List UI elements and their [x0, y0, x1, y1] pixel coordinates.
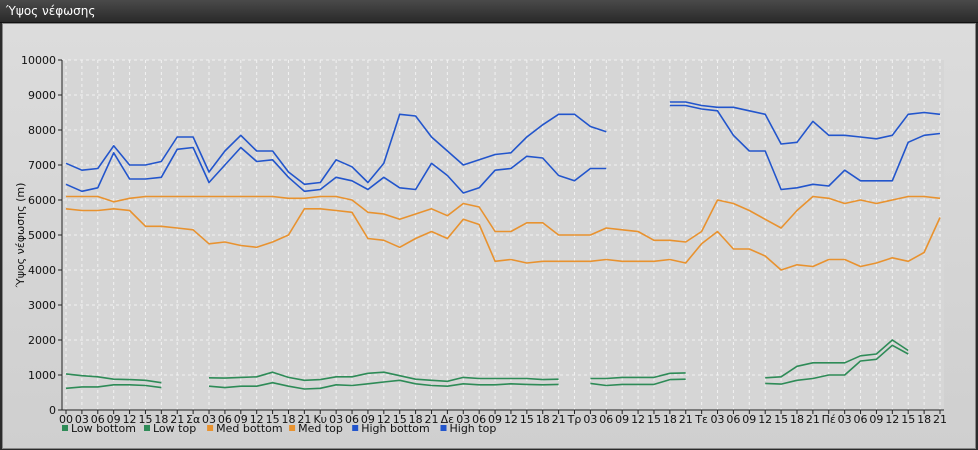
x-tick-label: 03	[583, 413, 597, 426]
x-tick-label: 15	[520, 413, 534, 426]
x-tick-label: 12	[123, 413, 137, 426]
x-tick-label: 03	[329, 413, 343, 426]
y-tick-label: 1000	[28, 369, 56, 382]
x-tick-label: 15	[774, 413, 788, 426]
legend-label: High top	[450, 422, 497, 435]
x-tick-label: 12	[885, 413, 899, 426]
x-tick-label: 15	[266, 413, 280, 426]
x-tick-label: 03	[202, 413, 216, 426]
x-tick-label: 21	[170, 413, 184, 426]
series-line-low-bottom	[65, 383, 162, 390]
x-tick-label: 06	[599, 413, 613, 426]
x-tick-label: 21	[806, 413, 820, 426]
x-tick-label: 06	[726, 413, 740, 426]
x-tick-label: 06	[345, 413, 359, 426]
x-tick-label: 12	[504, 413, 518, 426]
y-tick-label: 3000	[28, 299, 56, 312]
y-tick-label: 6000	[28, 194, 56, 207]
x-tick-label: 09	[234, 413, 248, 426]
series-line-high-top	[669, 101, 941, 145]
x-tick-label: 21	[297, 413, 311, 426]
legend-label: High bottom	[361, 422, 430, 435]
y-tick-label: 2000	[28, 334, 56, 347]
series-line-med-top	[66, 195, 941, 243]
legend-label: Low top	[153, 422, 196, 435]
x-tick-label: 18	[917, 413, 931, 426]
x-tick-label: 09	[742, 413, 756, 426]
y-tick-label: 10000	[21, 54, 56, 67]
x-tick-label: 09	[615, 413, 629, 426]
x-tick-label: 15	[138, 413, 152, 426]
legend-swatch	[62, 425, 68, 431]
x-tick-label: 18	[536, 413, 550, 426]
title-bar: Ύψος νέφωσης	[0, 0, 978, 23]
x-tick-label: 12	[377, 413, 391, 426]
series-line-low-bottom	[208, 379, 559, 390]
series-line-low-top	[208, 371, 559, 383]
x-tick-label: 21	[679, 413, 693, 426]
x-tick-label: 21	[552, 413, 566, 426]
x-tick-label: 06	[854, 413, 868, 426]
legend-label: Low bottom	[71, 422, 136, 435]
x-tick-label: 03	[711, 413, 725, 426]
x-tick-label: 09	[869, 413, 883, 426]
series-line-low-bottom	[590, 378, 686, 387]
y-tick-label: 7000	[28, 159, 56, 172]
legend-label: Med top	[298, 422, 343, 435]
series-line-med-bottom	[65, 208, 941, 271]
x-tick-label: 06	[91, 413, 105, 426]
x-tick-label: 12	[758, 413, 772, 426]
x-tick-label: 09	[488, 413, 502, 426]
x-tick-label: 18	[281, 413, 295, 426]
x-tick-label: 03	[456, 413, 470, 426]
legend-swatch	[440, 425, 447, 431]
legend-label: Med bottom	[216, 422, 283, 435]
x-tick-label: Πέ	[822, 413, 836, 426]
x-tick-label: 15	[647, 413, 661, 426]
x-tick-label: 12	[631, 413, 645, 426]
y-tick-label: 8000	[28, 124, 56, 137]
series-line-low-top	[765, 339, 909, 379]
series-line-low-top	[590, 372, 686, 380]
y-axis-label: Ύψος νέφωσης (m)	[14, 183, 27, 289]
x-tick-label: 15	[393, 413, 407, 426]
y-tick-label: 9000	[28, 89, 56, 102]
x-tick-label: 09	[107, 413, 121, 426]
x-tick-label: 06	[218, 413, 232, 426]
x-tick-label: 03	[838, 413, 852, 426]
series-line-low-bottom	[765, 344, 909, 385]
x-tick-label: 12	[250, 413, 264, 426]
x-tick-label: 18	[790, 413, 804, 426]
legend-swatch	[289, 425, 296, 431]
legend-swatch	[207, 425, 214, 431]
x-tick-label: 00	[59, 413, 73, 426]
x-tick-label: Δε	[441, 413, 455, 426]
legend-swatch	[144, 425, 150, 431]
x-tick-label: 06	[472, 413, 486, 426]
x-tick-label: 18	[154, 413, 168, 426]
x-tick-label: 21	[424, 413, 438, 426]
x-tick-label: Σα	[186, 413, 200, 426]
y-tick-label: 5000	[28, 229, 56, 242]
series-line-high-bottom	[65, 146, 607, 194]
x-tick-label: Κυ	[313, 413, 327, 426]
x-tick-label: 21	[933, 413, 947, 426]
x-tick-label: 09	[361, 413, 375, 426]
legend-swatch	[352, 425, 359, 431]
series-line-high-top	[65, 113, 607, 186]
y-tick-label: 4000	[28, 264, 56, 277]
series-line-high-bottom	[669, 104, 941, 191]
x-tick-label: Τρ	[567, 413, 582, 426]
x-tick-label: 03	[75, 413, 89, 426]
y-tick-label: 0	[49, 404, 56, 417]
series-line-low-top	[65, 373, 162, 384]
x-tick-label: 18	[663, 413, 677, 426]
x-tick-label: Τε	[694, 413, 708, 426]
x-tick-label: 15	[901, 413, 915, 426]
x-tick-label: 18	[409, 413, 423, 426]
window-title: Ύψος νέφωσης	[6, 4, 96, 18]
